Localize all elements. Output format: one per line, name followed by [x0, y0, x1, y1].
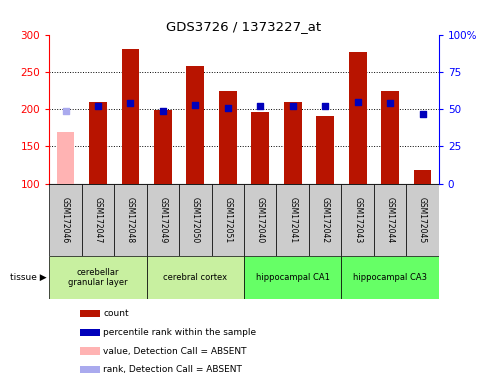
Bar — [179, 184, 211, 256]
Bar — [154, 110, 172, 184]
Bar — [244, 184, 277, 256]
Text: hippocampal CA3: hippocampal CA3 — [353, 273, 427, 282]
Point — [256, 103, 264, 109]
Bar — [316, 116, 334, 184]
Text: value, Detection Call = ABSENT: value, Detection Call = ABSENT — [103, 346, 246, 356]
Text: GSM172043: GSM172043 — [353, 197, 362, 243]
Text: tissue ▶: tissue ▶ — [10, 273, 47, 282]
Bar — [147, 256, 244, 299]
Text: GSM172046: GSM172046 — [61, 197, 70, 243]
Text: GSM172042: GSM172042 — [320, 197, 330, 243]
Point — [159, 108, 167, 114]
Text: GSM172048: GSM172048 — [126, 197, 135, 243]
Bar — [57, 132, 74, 184]
Point — [419, 111, 426, 117]
Text: cerebellar
granular layer: cerebellar granular layer — [68, 268, 128, 287]
Point — [289, 103, 297, 109]
Point — [386, 100, 394, 106]
Bar — [406, 184, 439, 256]
Bar — [341, 256, 439, 299]
Bar — [186, 66, 204, 184]
Bar — [80, 366, 100, 373]
Bar — [349, 53, 367, 184]
Text: GSM172049: GSM172049 — [158, 197, 168, 243]
Text: GSM172047: GSM172047 — [94, 197, 103, 243]
Bar — [219, 91, 237, 184]
Bar — [80, 310, 100, 318]
Title: GDS3726 / 1373227_at: GDS3726 / 1373227_at — [167, 20, 321, 33]
Point — [321, 103, 329, 109]
Point — [94, 103, 102, 109]
Text: count: count — [103, 310, 129, 318]
Point — [62, 108, 70, 114]
Text: percentile rank within the sample: percentile rank within the sample — [103, 328, 256, 337]
Text: hippocampal CA1: hippocampal CA1 — [256, 273, 330, 282]
Bar — [251, 112, 269, 184]
Point — [353, 99, 361, 105]
Bar — [121, 50, 140, 184]
Bar — [244, 256, 341, 299]
Bar — [82, 184, 114, 256]
Text: GSM172045: GSM172045 — [418, 197, 427, 243]
Bar — [147, 184, 179, 256]
Bar — [277, 184, 309, 256]
Bar — [341, 184, 374, 256]
Bar — [309, 184, 341, 256]
Bar — [374, 184, 406, 256]
Text: rank, Detection Call = ABSENT: rank, Detection Call = ABSENT — [103, 365, 242, 374]
Bar — [49, 256, 147, 299]
Text: cerebral cortex: cerebral cortex — [163, 273, 227, 282]
Text: GSM172041: GSM172041 — [288, 197, 297, 243]
Text: GSM172044: GSM172044 — [386, 197, 394, 243]
Point — [224, 104, 232, 111]
Bar — [80, 329, 100, 336]
Bar — [49, 184, 82, 256]
Bar — [381, 91, 399, 184]
Bar — [114, 184, 147, 256]
Text: GSM172050: GSM172050 — [191, 197, 200, 243]
Bar — [414, 170, 431, 184]
Point — [191, 102, 199, 108]
Text: GSM172051: GSM172051 — [223, 197, 232, 243]
Point — [127, 100, 135, 106]
Text: GSM172040: GSM172040 — [256, 197, 265, 243]
Bar — [80, 348, 100, 355]
Bar — [211, 184, 244, 256]
Bar — [89, 103, 107, 184]
Bar — [284, 102, 302, 184]
